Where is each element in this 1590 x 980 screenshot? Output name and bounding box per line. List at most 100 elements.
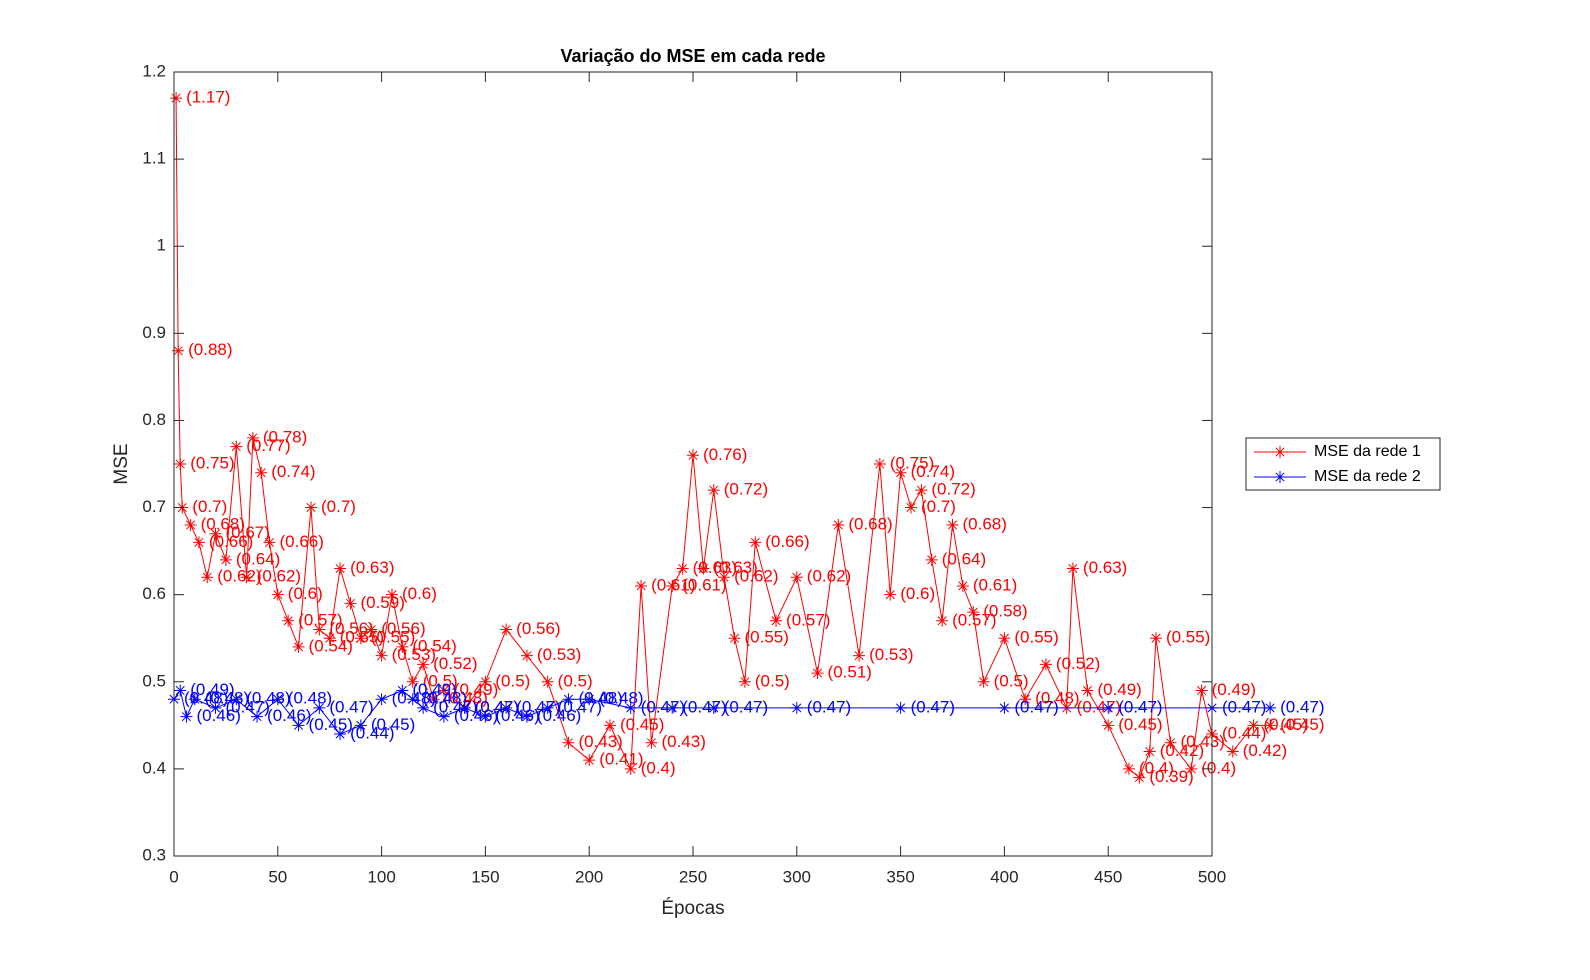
data-point xyxy=(282,614,295,627)
data-label: (0.45) xyxy=(1118,715,1162,734)
data-label: (0.48) xyxy=(599,689,643,708)
data-point xyxy=(255,466,268,479)
data-point xyxy=(170,92,183,105)
data-label: (0.78) xyxy=(263,427,307,446)
y-tick-label: 0.9 xyxy=(142,323,166,342)
data-label: (0.55) xyxy=(1166,628,1210,647)
data-point xyxy=(1143,745,1156,758)
data-point xyxy=(500,623,513,636)
data-label: (1.17) xyxy=(186,88,230,107)
data-label: (0.45) xyxy=(1264,715,1308,734)
y-tick-label: 0.4 xyxy=(142,758,166,777)
data-label: (0.63) xyxy=(1083,558,1127,577)
data-point xyxy=(728,632,741,645)
data-point xyxy=(500,701,513,714)
data-point xyxy=(998,701,1011,714)
data-point xyxy=(749,536,762,549)
data-label: (0.77) xyxy=(246,436,290,455)
data-point xyxy=(323,632,336,645)
data-label: (0.51) xyxy=(828,663,872,682)
data-point xyxy=(583,693,596,706)
data-label: (0.62) xyxy=(257,567,301,586)
data-label: (0.57) xyxy=(952,610,996,629)
data-label: (0.49) xyxy=(412,680,456,699)
data-label: (0.66) xyxy=(765,532,809,551)
data-label: (0.44) xyxy=(1222,724,1266,743)
data-label: (0.6) xyxy=(288,584,323,603)
data-point xyxy=(292,640,305,653)
data-point xyxy=(1133,771,1146,784)
data-point xyxy=(305,501,318,514)
data-point xyxy=(697,562,710,575)
data-point xyxy=(790,571,803,584)
data-label: (0.42) xyxy=(1243,741,1287,760)
data-point xyxy=(541,675,554,688)
data-point xyxy=(790,701,803,714)
data-label: (0.68) xyxy=(848,514,892,533)
data-point xyxy=(437,684,450,697)
data-point xyxy=(1226,745,1239,758)
data-label: (0.5) xyxy=(994,671,1029,690)
data-point xyxy=(313,623,326,636)
data-label: (0.47) xyxy=(329,697,373,716)
data-point xyxy=(946,518,959,531)
y-tick-label: 1 xyxy=(157,236,166,255)
legend-label: MSE da rede 2 xyxy=(1314,468,1421,485)
data-point xyxy=(271,693,284,706)
data-point xyxy=(417,658,430,671)
data-label: (0.7) xyxy=(921,497,956,516)
data-point xyxy=(894,701,907,714)
x-tick-label: 300 xyxy=(783,867,811,886)
x-tick-label: 50 xyxy=(268,867,287,886)
data-point xyxy=(180,710,193,723)
data-point xyxy=(375,649,388,662)
data-point xyxy=(385,588,398,601)
data-point xyxy=(1195,684,1208,697)
chart-title: Variação do MSE em cada rede xyxy=(560,46,825,66)
data-point xyxy=(676,562,689,575)
data-label: (0.41) xyxy=(599,750,643,769)
x-tick-label: 100 xyxy=(367,867,395,886)
data-label: (0.61) xyxy=(682,575,726,594)
data-label: (0.47) xyxy=(1014,697,1058,716)
data-label: (0.45) xyxy=(371,715,415,734)
data-label: (0.67) xyxy=(226,523,270,542)
data-label: (0.6) xyxy=(402,584,437,603)
data-point xyxy=(904,501,917,514)
data-point xyxy=(406,675,419,688)
data-label: (0.68) xyxy=(201,514,245,533)
data-point xyxy=(562,693,575,706)
data-label: (0.5) xyxy=(423,671,458,690)
data-point xyxy=(707,701,720,714)
data-point xyxy=(1264,701,1277,714)
data-point xyxy=(313,701,326,714)
legend-label: MSE da rede 1 xyxy=(1314,443,1421,460)
data-label: (0.66) xyxy=(209,532,253,551)
data-label: (0.62) xyxy=(217,567,261,586)
data-point xyxy=(230,440,243,453)
data-point xyxy=(192,536,205,549)
x-tick-label: 200 xyxy=(575,867,603,886)
data-point xyxy=(251,710,264,723)
data-label: (0.47) xyxy=(641,697,685,716)
x-tick-label: 500 xyxy=(1198,867,1226,886)
y-axis-label: MSE xyxy=(111,443,132,484)
data-point xyxy=(977,675,990,688)
data-point xyxy=(334,728,347,741)
data-point xyxy=(427,693,440,706)
data-point xyxy=(603,719,616,732)
data-point xyxy=(894,466,907,479)
data-point xyxy=(1185,762,1198,775)
x-tick-label: 450 xyxy=(1094,867,1122,886)
data-point xyxy=(583,754,596,767)
data-label: (0.5) xyxy=(495,671,530,690)
data-label: (0.72) xyxy=(931,480,975,499)
data-label: (0.6) xyxy=(900,584,935,603)
data-label: (0.46) xyxy=(196,706,240,725)
data-label: (0.55) xyxy=(745,628,789,647)
data-point xyxy=(707,484,720,497)
data-label: (0.57) xyxy=(786,610,830,629)
legend-marker xyxy=(1274,471,1286,483)
data-label: (0.43) xyxy=(1180,732,1224,751)
